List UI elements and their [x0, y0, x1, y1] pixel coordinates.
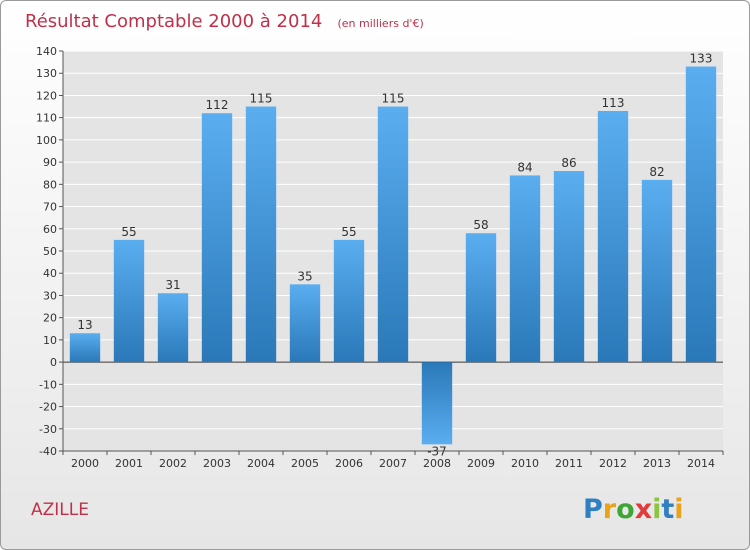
commune-name: AZILLE [31, 500, 89, 520]
logo-letter: x [635, 494, 652, 525]
proxiti-logo: Proxiti [583, 494, 684, 525]
x-tick-label: 2000 [71, 457, 99, 470]
y-tick-label: 80 [43, 178, 57, 191]
x-tick-label: 2006 [335, 457, 363, 470]
bar-2011 [553, 171, 585, 363]
y-tick-label: 50 [43, 245, 57, 258]
value-label-2006: 55 [341, 225, 356, 239]
bar-2013 [641, 179, 673, 363]
bar-2003 [201, 113, 233, 363]
logo-letter: P [583, 494, 603, 525]
bar-2005 [289, 284, 321, 363]
bar-2009 [465, 233, 497, 363]
y-tick-label: 130 [36, 67, 57, 80]
bar-2006 [333, 239, 365, 363]
x-tick-label: 2002 [159, 457, 187, 470]
x-tick-label: 2011 [555, 457, 583, 470]
bars [69, 66, 717, 445]
x-tick-label: 2014 [687, 457, 715, 470]
chart-title: Résultat Comptable 2000 à 2014 (en milli… [25, 11, 424, 32]
value-label-2007: 115 [382, 92, 405, 106]
y-tick-label: 110 [36, 112, 57, 125]
x-tick-label: 2007 [379, 457, 407, 470]
y-tick-label: 90 [43, 156, 57, 169]
bar-2014 [685, 66, 717, 363]
logo-letter: i [674, 494, 683, 525]
y-axis: -40 -30 -20 -10 0 10 20 30 40 50 60 70 80 90 100 110 120… [36, 45, 64, 458]
y-tick-label: 100 [36, 134, 57, 147]
bar-2000 [69, 333, 101, 363]
value-label-2009: 58 [473, 218, 488, 232]
y-tick-label: 0 [50, 356, 57, 369]
x-axis: 2000 2001 2002 2003 2004 2005 2006 2007 2008 2009… [62, 450, 724, 470]
value-label-2014: 133 [690, 52, 713, 66]
value-label-2001: 55 [121, 225, 136, 239]
x-tick-label: 2009 [467, 457, 495, 470]
x-tick-label: 2012 [599, 457, 627, 470]
x-tick-label: 2005 [291, 457, 319, 470]
bar-2004 [245, 106, 277, 363]
bar-2008 [421, 362, 453, 445]
value-label-2010: 84 [517, 160, 532, 174]
value-label-2012: 113 [602, 96, 625, 110]
x-tick-label: 2010 [511, 457, 539, 470]
value-label-2000: 13 [77, 318, 92, 332]
bar-2010 [509, 175, 541, 363]
y-tick-label: -40 [39, 445, 57, 458]
y-tick-label: 10 [43, 334, 57, 347]
x-tick-label: 2003 [203, 457, 231, 470]
bar-2007 [377, 106, 409, 363]
x-tick-label: 2004 [247, 457, 275, 470]
value-label-2003: 112 [206, 98, 229, 112]
y-tick-label: 60 [43, 223, 57, 236]
y-tick-label: 70 [43, 201, 57, 214]
logo-letter: t [661, 494, 674, 525]
value-label-2004: 115 [250, 92, 273, 106]
bar-2012 [597, 111, 629, 363]
y-tick-label: 140 [36, 45, 57, 58]
value-label-2011: 86 [561, 156, 576, 170]
value-label-2005: 35 [297, 269, 312, 283]
value-label-2013: 82 [649, 165, 664, 179]
y-tick-label: 20 [43, 312, 57, 325]
y-tick-label: 40 [43, 267, 57, 280]
x-tick-label: 2008 [423, 457, 451, 470]
y-tick-label: -30 [39, 423, 57, 436]
x-tick-label: 2013 [643, 457, 671, 470]
logo-letter: r [603, 494, 617, 525]
bar-2002 [157, 293, 189, 363]
y-tick-label: 120 [36, 89, 57, 102]
value-label-2002: 31 [165, 278, 180, 292]
logo-letter: i [652, 494, 661, 525]
y-tick-label: -10 [39, 378, 57, 391]
y-tick-label: 30 [43, 289, 57, 302]
y-tick-label: -20 [39, 401, 57, 414]
bar-2001 [113, 239, 145, 363]
x-tick-label: 2001 [115, 457, 143, 470]
logo-letter: o [616, 494, 635, 525]
